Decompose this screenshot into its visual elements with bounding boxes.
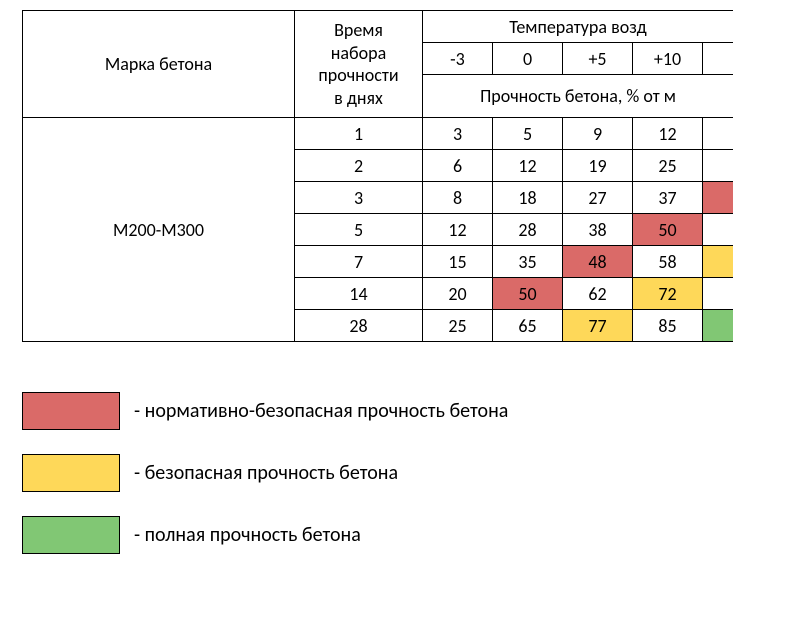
header-temperature-group: Температура возд (423, 11, 734, 43)
cell-val: 72 (633, 278, 703, 310)
temp-col-tail (703, 43, 734, 75)
legend-row: - безопасная прочность бетона (22, 454, 807, 492)
cell-val: 50 (493, 278, 563, 310)
cell-day: 7 (295, 246, 423, 278)
table-row: М200-М300 1 3 5 9 12 (23, 118, 734, 150)
cell-tail (703, 278, 734, 310)
cell-val: 12 (423, 214, 493, 246)
header-days: Времянаборапрочностив днях (295, 11, 423, 118)
table-header-row: Марка бетона Времянаборапрочностив днях … (23, 11, 734, 43)
cell-val: 50 (633, 214, 703, 246)
temp-col-3: +10 (633, 43, 703, 75)
cell-val: 3 (423, 118, 493, 150)
cell-tail (703, 214, 734, 246)
brand-label: М200-М300 (23, 118, 295, 342)
legend-row: - полная прочность бетона (22, 516, 807, 554)
page-root: Марка бетона Времянаборапрочностив днях … (0, 0, 807, 554)
cell-val: 85 (633, 310, 703, 342)
legend-swatch-yellow (22, 454, 120, 492)
cell-tail (703, 182, 734, 214)
cell-val: 12 (633, 118, 703, 150)
cell-day: 5 (295, 214, 423, 246)
temp-col-2: +5 (563, 43, 633, 75)
header-brand: Марка бетона (23, 11, 295, 118)
cell-val: 6 (423, 150, 493, 182)
cell-val: 5 (493, 118, 563, 150)
cell-val: 35 (493, 246, 563, 278)
header-strength-sub: Прочность бетона, % от м (423, 75, 734, 118)
cell-val: 77 (563, 310, 633, 342)
cell-val: 25 (633, 150, 703, 182)
legend-text: - полная прочность бетона (134, 523, 361, 547)
cell-val: 27 (563, 182, 633, 214)
temp-col-1: 0 (493, 43, 563, 75)
cell-tail (703, 118, 734, 150)
cell-day: 2 (295, 150, 423, 182)
cell-val: 8 (423, 182, 493, 214)
legend-text: - безопасная прочность бетона (134, 461, 398, 485)
legend-swatch-green (22, 516, 120, 554)
legend-row: - нормативно-безопасная прочность бетона (22, 392, 807, 430)
cell-val: 15 (423, 246, 493, 278)
cell-val: 48 (563, 246, 633, 278)
temp-col-0: -3 (423, 43, 493, 75)
cell-val: 62 (563, 278, 633, 310)
cell-tail (703, 150, 734, 182)
cell-day: 1 (295, 118, 423, 150)
cell-day: 3 (295, 182, 423, 214)
cell-val: 12 (493, 150, 563, 182)
legend-swatch-red (22, 392, 120, 430)
cell-val: 38 (563, 214, 633, 246)
legend-text: - нормативно-безопасная прочность бетона (134, 399, 508, 423)
cell-day: 14 (295, 278, 423, 310)
cell-val: 28 (493, 214, 563, 246)
cell-tail (703, 246, 734, 278)
cell-val: 58 (633, 246, 703, 278)
cell-day: 28 (295, 310, 423, 342)
concrete-strength-table: Марка бетона Времянаборапрочностив днях … (22, 10, 733, 342)
cell-val: 18 (493, 182, 563, 214)
cell-tail (703, 310, 734, 342)
cell-val: 25 (423, 310, 493, 342)
cell-val: 9 (563, 118, 633, 150)
cell-val: 20 (423, 278, 493, 310)
cell-val: 37 (633, 182, 703, 214)
cell-val: 19 (563, 150, 633, 182)
cell-val: 65 (493, 310, 563, 342)
legend: - нормативно-безопасная прочность бетона… (22, 392, 807, 554)
